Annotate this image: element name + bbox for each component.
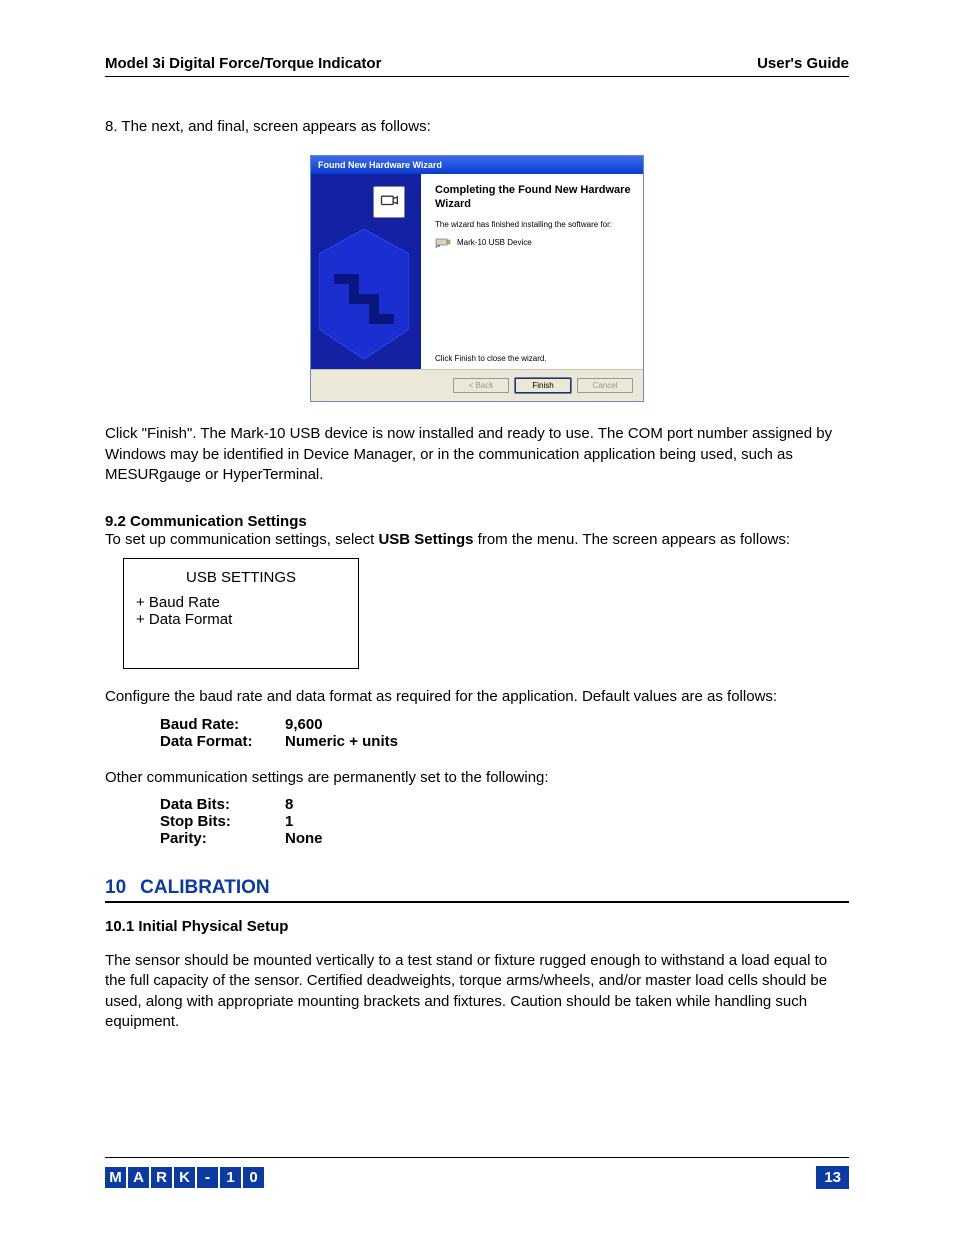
sec92-intro-c: from the menu. The screen appears as fol…	[473, 531, 790, 548]
dialog-side-graphic	[311, 174, 421, 369]
mark-10-logo: M A R K - 1 0	[105, 1167, 264, 1188]
configure-text: Configure the baud rate and data format …	[105, 687, 849, 707]
dialog-finish-note: Click Finish to close the wizard.	[435, 354, 633, 363]
data-bits-value: 8	[285, 796, 293, 813]
baud-rate-label: Baud Rate:	[160, 716, 285, 733]
sec92-intro-b: USB Settings	[378, 531, 473, 548]
post-dialog-paragraph: Click "Finish". The Mark-10 USB device i…	[105, 424, 849, 485]
baud-rate-value: 9,600	[285, 716, 323, 733]
usb-settings-box: USB SETTINGS + Baud Rate + Data Format	[123, 558, 359, 669]
logo-char: 1	[220, 1167, 241, 1188]
logo-char: -	[197, 1167, 218, 1188]
port-icon	[435, 235, 451, 251]
dialog-subtext: The wizard has finished installing the s…	[435, 220, 633, 229]
data-bits-label: Data Bits:	[160, 796, 285, 813]
logo-char: A	[128, 1167, 149, 1188]
logo-char: R	[151, 1167, 172, 1188]
data-format-value: Numeric + units	[285, 733, 398, 750]
dialog-title: Found New Hardware Wizard	[311, 156, 643, 174]
finish-button[interactable]: Finish	[515, 378, 571, 393]
parity-value: None	[285, 830, 323, 847]
usb-item-baud: + Baud Rate	[136, 594, 346, 611]
default-settings: Baud Rate: 9,600 Data Format: Numeric + …	[160, 716, 849, 750]
step8-text: 8. The next, and final, screen appears a…	[105, 117, 849, 137]
section-title: CALIBRATION	[140, 877, 269, 899]
parity-label: Parity:	[160, 830, 285, 847]
page-number: 13	[816, 1166, 849, 1189]
stop-bits-value: 1	[285, 813, 293, 830]
logo-char: M	[105, 1167, 126, 1188]
section-9-2-heading: 9.2 Communication Settings	[105, 513, 307, 530]
section-number: 10	[105, 877, 126, 899]
section-10-heading: 10 CALIBRATION	[105, 877, 849, 903]
data-format-label: Data Format:	[160, 733, 285, 750]
section-10-1-body: The sensor should be mounted vertically …	[105, 951, 849, 1032]
stop-bits-label: Stop Bits:	[160, 813, 285, 830]
usb-settings-title: USB SETTINGS	[136, 569, 346, 586]
header-left: Model 3i Digital Force/Torque Indicator	[105, 55, 381, 72]
section-9-2-intro: To set up communication settings, select…	[105, 530, 849, 550]
dialog-button-bar: < Back Finish Cancel	[311, 369, 643, 401]
back-button: < Back	[453, 378, 509, 393]
sec92-intro-a: To set up communication settings, select	[105, 531, 378, 548]
cancel-button: Cancel	[577, 378, 633, 393]
hardware-wizard-dialog: Found New Hardware Wizard Completing the…	[310, 155, 644, 402]
header-right: User's Guide	[757, 55, 849, 72]
usb-item-dataformat: + Data Format	[136, 611, 346, 628]
fixed-settings: Data Bits: 8 Stop Bits: 1 Parity: None	[160, 796, 849, 847]
logo-char: K	[174, 1167, 195, 1188]
dialog-heading: Completing the Found New Hardware Wizard	[435, 184, 633, 212]
dialog-device-name: Mark-10 USB Device	[457, 238, 532, 247]
other-settings-text: Other communication settings are permane…	[105, 768, 849, 788]
section-10-1-heading: 10.1 Initial Physical Setup	[105, 917, 849, 937]
logo-char: 0	[243, 1167, 264, 1188]
device-icon	[373, 186, 405, 218]
